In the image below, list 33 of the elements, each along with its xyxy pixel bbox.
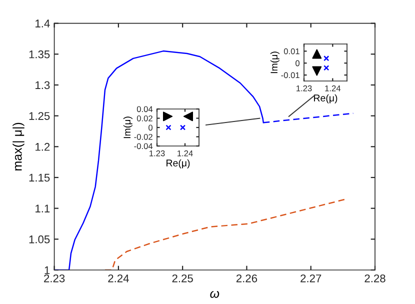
y-tick-label: 1.05 xyxy=(29,235,50,244)
y-tick-label: 1.35 xyxy=(29,50,50,58)
y-tick-label: -0.01 xyxy=(281,72,300,78)
x-tick-label: 1.24 xyxy=(325,85,341,92)
y-tick-label: 0 xyxy=(148,124,153,131)
y-tick-label: 0.01 xyxy=(284,48,300,54)
x-tick-label: 2.24 xyxy=(108,274,129,282)
y-tick-label: 1 xyxy=(44,266,50,274)
x-tick-label: 2.28 xyxy=(364,274,386,282)
y-tick-label: 1.2 xyxy=(36,142,50,151)
y-tick-label: -0.02 xyxy=(134,134,152,140)
y-tick-label: 1.3 xyxy=(36,81,50,90)
x-axis-title: Re(μ) xyxy=(166,159,190,168)
x-tick-label: 2.27 xyxy=(300,274,322,282)
y-tick-label: 1.15 xyxy=(29,174,50,182)
y-tick-label: 0.04 xyxy=(136,106,153,112)
y-axis-title: Im(μ) xyxy=(123,116,132,138)
x-axis-title: ω xyxy=(210,291,220,298)
y-tick-label: -0.04 xyxy=(134,143,153,150)
x-tick-label: 1.23 xyxy=(150,150,165,156)
x-tick-label: 1.24 xyxy=(178,150,193,156)
x-tick-label: 2.25 xyxy=(172,274,193,282)
x-tick-label: 1.23 xyxy=(296,85,312,92)
y-tick-label: 1.4 xyxy=(36,20,50,28)
x-tick-label: 2.26 xyxy=(236,274,258,282)
y-tick-label: 0 xyxy=(296,60,300,66)
x-tick-label: 2.23 xyxy=(44,274,65,282)
y-axis-title: max(| μ|) xyxy=(12,122,24,170)
y-axis-title: Im(μ) xyxy=(270,52,280,74)
x-axis-title: Re(μ) xyxy=(314,94,338,104)
y-tick-label: 1.1 xyxy=(36,204,50,212)
y-tick-label: 0.02 xyxy=(136,115,152,122)
y-tick-label: 1.25 xyxy=(29,112,50,120)
